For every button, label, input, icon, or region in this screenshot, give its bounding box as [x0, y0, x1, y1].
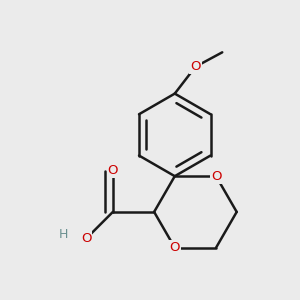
Text: O: O	[169, 241, 180, 254]
Text: O: O	[190, 60, 201, 73]
Text: O: O	[211, 170, 221, 183]
Text: O: O	[81, 232, 91, 245]
Text: O: O	[108, 164, 118, 177]
Text: H: H	[58, 228, 68, 241]
